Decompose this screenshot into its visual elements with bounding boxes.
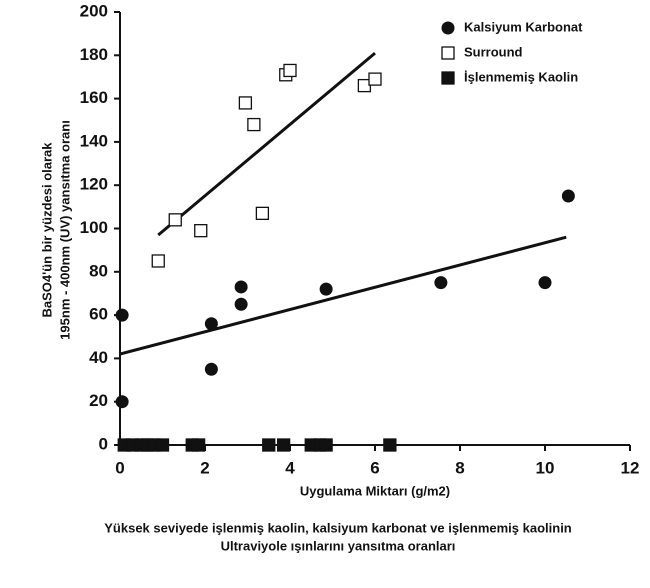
y-tick-label: 60: [89, 305, 108, 324]
point: [168, 213, 182, 227]
point: [234, 297, 248, 311]
y-tick-label: 80: [89, 261, 108, 280]
point: [255, 206, 270, 220]
y-tick-label: 20: [89, 391, 108, 410]
x-tick-label: 8: [455, 458, 464, 477]
x-tick-label: 6: [370, 458, 379, 477]
y-tick-label: 0: [99, 434, 108, 453]
x-tick-label: 4: [285, 458, 295, 477]
point: [319, 282, 333, 296]
x-tick-label: 0: [115, 458, 124, 477]
x-tick-label: 12: [621, 458, 640, 477]
y-tick-label: 140: [80, 131, 108, 150]
trend-line: [119, 235, 567, 356]
y-tick-label: 100: [80, 218, 108, 237]
point: [561, 189, 575, 203]
caption: Yüksek seviyede işlenmiş kaolin, kalsiyu…: [104, 520, 572, 535]
x-tick-label: 10: [536, 458, 555, 477]
point: [204, 362, 218, 376]
point: [276, 438, 291, 452]
point: [115, 395, 129, 409]
point: [368, 72, 382, 86]
y-axis-label-line: BaSO4'ün bir yüzdesi olarak: [39, 142, 54, 318]
point: [538, 276, 552, 290]
y-tick-label: 200: [80, 1, 108, 20]
x-tick-label: 2: [200, 458, 209, 477]
legend-label: Surround: [464, 44, 523, 59]
point: [383, 438, 397, 452]
point: [115, 308, 129, 322]
y-tick-label: 180: [80, 45, 108, 64]
point: [262, 438, 276, 452]
point: [155, 438, 170, 452]
point: [238, 96, 253, 110]
point: [204, 317, 218, 331]
x-axis-label: Uygulama Miktarı (g/m2): [300, 483, 450, 498]
point: [234, 280, 248, 294]
legend-marker: [441, 71, 455, 85]
point: [283, 63, 297, 78]
point: [151, 254, 165, 268]
y-tick-label: 160: [80, 88, 108, 107]
legend-marker: [441, 21, 455, 35]
y-axis-label: BaSO4'ün bir yüzdesi olarak 195nm - 400n…: [39, 120, 72, 340]
legend-label: Kalsiyum Karbonat: [464, 19, 583, 34]
point: [247, 117, 261, 132]
legend-label: İşlenmemiş Kaolin: [464, 69, 578, 84]
y-tick-label: 40: [89, 348, 108, 367]
caption: Ultraviyole ışınlarını yansıtma oranları: [221, 538, 456, 553]
point: [319, 438, 333, 452]
y-tick-label: 120: [80, 175, 108, 194]
trend-line: [157, 51, 376, 237]
point: [191, 438, 206, 452]
legend-marker: [441, 46, 455, 60]
point: [434, 276, 448, 290]
y-axis-label-line: 195nm - 400nm (UV) yansıtma oranı: [57, 120, 72, 340]
point: [194, 224, 208, 238]
